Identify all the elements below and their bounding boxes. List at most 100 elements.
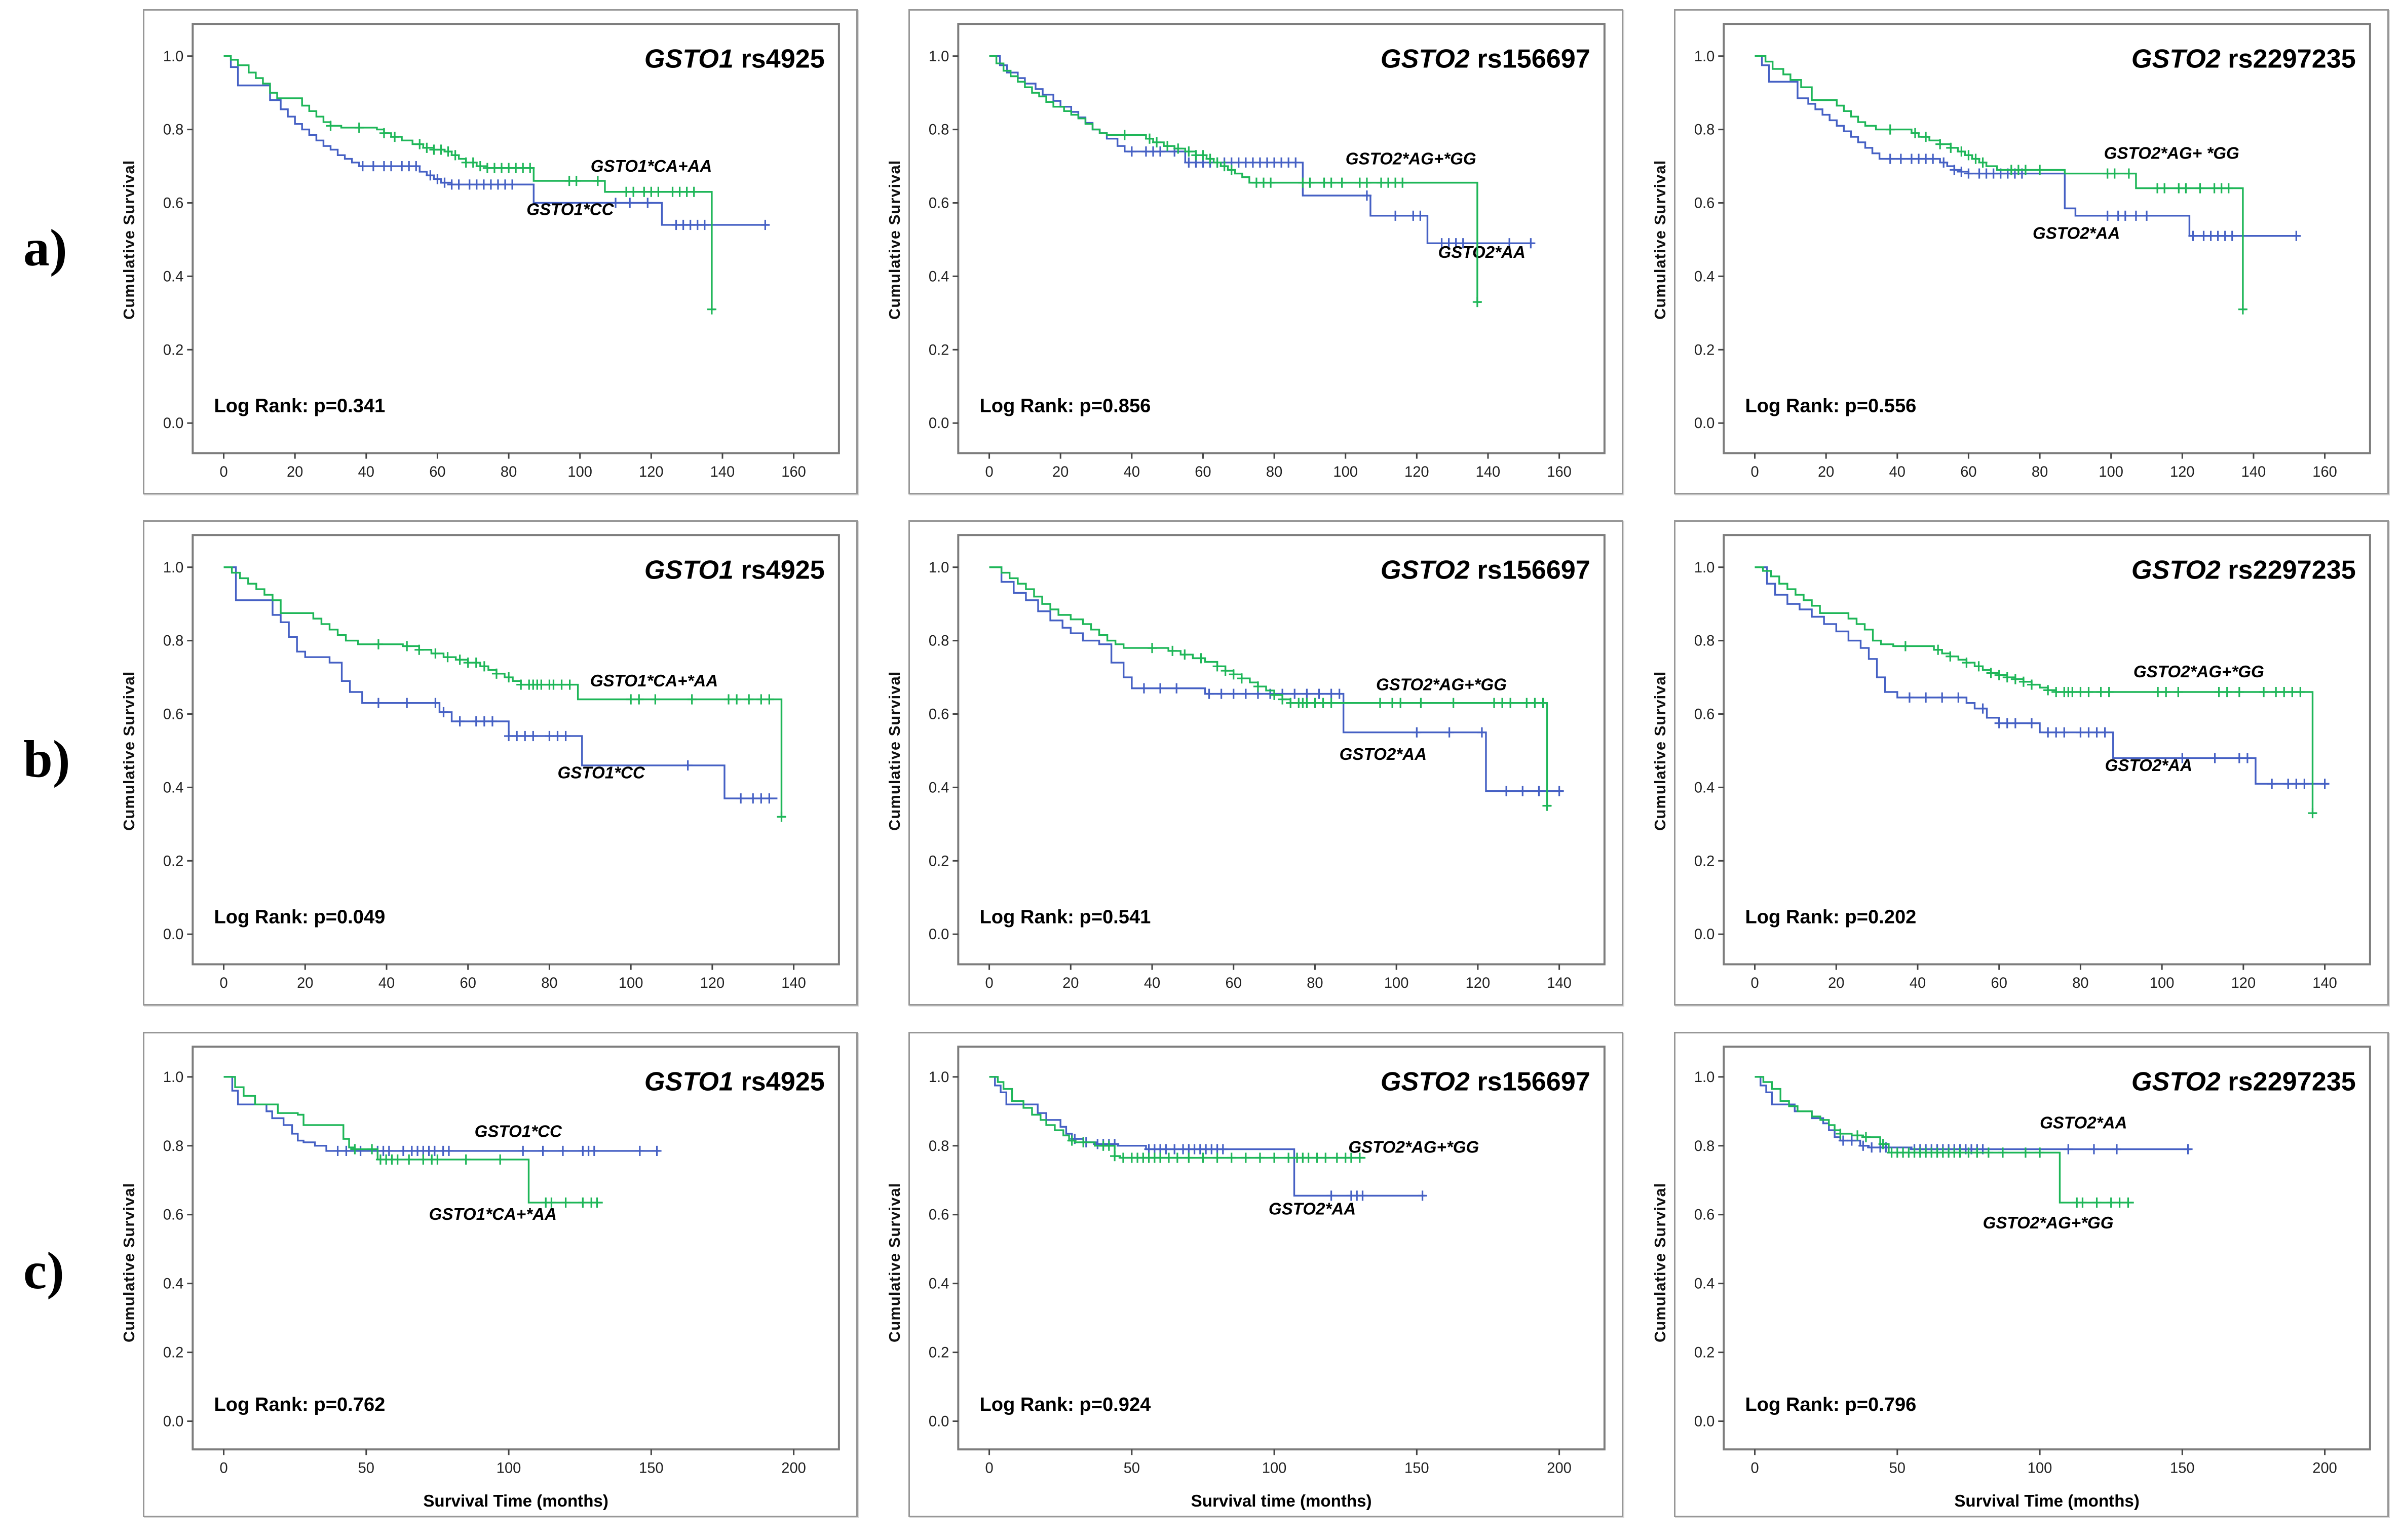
plot-frame [192, 1045, 840, 1450]
x-tick-label: 140 [781, 975, 806, 991]
x-tick-label: 40 [358, 464, 374, 480]
x-tick-label: 0 [1750, 1460, 1759, 1476]
x-tick-label: 160 [2312, 464, 2337, 480]
censor-marks-green [373, 639, 786, 822]
y-tick-label: 1.0 [929, 49, 949, 65]
panel-a2: Cumulative Survival 1.0 0.8 0.6 0.4 0.2 0.0 0 2… [881, 5, 1623, 511]
y-tick-label: 0.8 [929, 1138, 949, 1154]
survival-curve-blue [223, 55, 769, 226]
log-rank-label: Log Rank: p=0.796 [1745, 1394, 1916, 1415]
x-tick-label: 100 [2099, 464, 2123, 480]
y-tick-label: 1.0 [163, 49, 183, 65]
x-tick-label: 20 [1052, 464, 1069, 480]
survival-curve-green [989, 55, 1481, 303]
y-tick-label: 0.8 [163, 633, 183, 649]
x-tick-label: 60 [429, 464, 445, 480]
panel-b2: Cumulative Survival 1.0 0.8 0.6 0.4 0.2 0.0 0 2… [881, 516, 1623, 1022]
y-tick-label: 0.0 [929, 927, 949, 943]
y-tick-label: 0.2 [163, 854, 183, 870]
plot-frame [1723, 23, 2371, 454]
censor-marks-green [1120, 130, 1482, 307]
x-tick-label: 0 [985, 1460, 993, 1476]
y-axis-title: Cumulative Survival [886, 160, 903, 320]
survival-curve-green [989, 1075, 1366, 1159]
curve-label-green: GSTO2*AG+*GG [1376, 676, 1507, 695]
survival-curve-green [989, 566, 1551, 807]
x-axis-title: Survival Time (months) [1954, 1492, 2140, 1511]
y-tick-label: 0.8 [1694, 122, 1714, 138]
survival-curve-blue [989, 1075, 1426, 1197]
y-tick-label: 1.0 [929, 1069, 949, 1085]
y-tick-label: 0.0 [1694, 927, 1714, 943]
survival-curve-blue [989, 566, 1564, 792]
x-tick-label: 100 [497, 1460, 521, 1476]
y-axis-title: Cumulative Survival [120, 1182, 138, 1342]
panel-b1: Cumulative Survival 1.0 0.8 0.6 0.4 0.2 0.0 0 2… [116, 516, 858, 1022]
x-tick-label: 160 [1547, 464, 1572, 480]
y-tick-label: 0.8 [163, 1138, 183, 1154]
y-tick-label: 0.4 [1694, 780, 1714, 796]
curve-label-blue: GSTO2*AA [1269, 1200, 1356, 1218]
x-tick-label: 120 [1404, 464, 1429, 480]
y-axis-title: Cumulative Survival [886, 671, 903, 831]
km-plot-svg: 1.0 0.8 0.6 0.4 0.2 0.0 0 20 40 60 80 100 120 140 GSTO… [163, 534, 840, 991]
chart-area-a2: 1.0 0.8 0.6 0.4 0.2 0.0 0 20 40 60 80 100 120 140 160 G… [908, 9, 1623, 494]
panel-title: GSTO1 rs4925 [644, 1067, 825, 1096]
panel-c1: Cumulative Survival 1.0 0.8 0.6 0.4 0.2 0.0 0 5… [116, 1028, 858, 1534]
plot-frame [192, 534, 840, 966]
y-tick-label: 0.4 [1694, 1276, 1714, 1292]
curve-label-blue: GSTO1*CC [526, 200, 614, 219]
x-tick-label: 140 [710, 464, 735, 480]
censor-marks-blue [358, 161, 770, 230]
y-tick-label: 0.4 [929, 268, 949, 285]
y-tick-label: 0.2 [1694, 1344, 1714, 1361]
x-tick-label: 20 [1818, 464, 1834, 480]
censor-marks-green [1900, 641, 2317, 819]
x-tick-label: 50 [1889, 1460, 1905, 1476]
x-tick-label: 120 [2170, 464, 2195, 480]
y-tick-label: 0.4 [929, 1276, 949, 1292]
km-plot-svg: 1.0 0.8 0.6 0.4 0.2 0.0 0 20 40 60 80 100 120 140 GSTO… [1694, 534, 2371, 991]
x-tick-label: 60 [1195, 464, 1211, 480]
y-tick-label: 0.0 [929, 415, 949, 432]
x-tick-label: 20 [287, 464, 303, 480]
panel-title: GSTO2 rs156697 [1381, 1067, 1590, 1096]
y-tick-label: 0.2 [929, 1344, 949, 1361]
x-tick-label: 120 [700, 975, 725, 991]
y-tick-label: 0.8 [163, 122, 183, 138]
chart-area-a1: 1.0 0.8 0.6 0.4 0.2 0.0 0 20 40 60 80 100 120 140 160 G… [143, 9, 858, 494]
x-tick-label: 0 [219, 464, 227, 480]
log-rank-label: Log Rank: p=0.341 [214, 395, 385, 416]
panel-b3: Cumulative Survival 1.0 0.8 0.6 0.4 0.2 0.0 0 2… [1647, 516, 2389, 1022]
x-tick-label: 140 [2312, 975, 2337, 991]
log-rank-label: Log Rank: p=0.924 [979, 1394, 1151, 1415]
censor-marks-green [1147, 643, 1552, 812]
y-tick-label: 0.6 [1694, 707, 1714, 723]
plot-frame [957, 534, 1606, 966]
y-tick-label: 0.2 [1694, 854, 1714, 870]
panel-c3: Cumulative Survival 1.0 0.8 0.6 0.4 0.2 0.0 0 5… [1647, 1028, 2389, 1534]
panel-a3: Cumulative Survival 1.0 0.8 0.6 0.4 0.2 0.0 0 2… [1647, 5, 2389, 511]
x-tick-label: 100 [2150, 975, 2175, 991]
panel-title: GSTO2 rs156697 [1381, 45, 1590, 74]
curve-label-green: GSTO1*CA+*AA [590, 672, 718, 690]
curve-label-green: GSTO1*CA+*AA [429, 1205, 557, 1223]
curve-label-green: GSTO1*CA+AA [591, 157, 712, 176]
x-tick-label: 100 [1333, 464, 1358, 480]
curve-label-green: GSTO2*AG+*GG [1346, 149, 1476, 168]
chart-area-c1: 1.0 0.8 0.6 0.4 0.2 0.0 0 50 100 150 200 Survival T… [143, 1031, 858, 1517]
log-rank-label: Log Rank: p=0.541 [979, 906, 1151, 928]
x-tick-label: 120 [639, 464, 664, 480]
censor-marks-green [350, 1144, 602, 1208]
y-tick-label: 0.6 [163, 196, 183, 212]
row-label-a: a) [23, 219, 67, 278]
y-tick-label: 1.0 [929, 560, 949, 576]
x-tick-label: 160 [781, 464, 806, 480]
row-label-c: c) [23, 1241, 64, 1300]
curve-label-blue: GSTO1*CC [475, 1122, 562, 1141]
panel-title: GSTO2 rs2297235 [2131, 556, 2356, 585]
row-label-b: b) [23, 730, 70, 789]
log-rank-label: Log Rank: p=0.556 [1745, 395, 1916, 416]
curve-label-green: GSTO2*AG+*GG [1983, 1213, 2114, 1232]
